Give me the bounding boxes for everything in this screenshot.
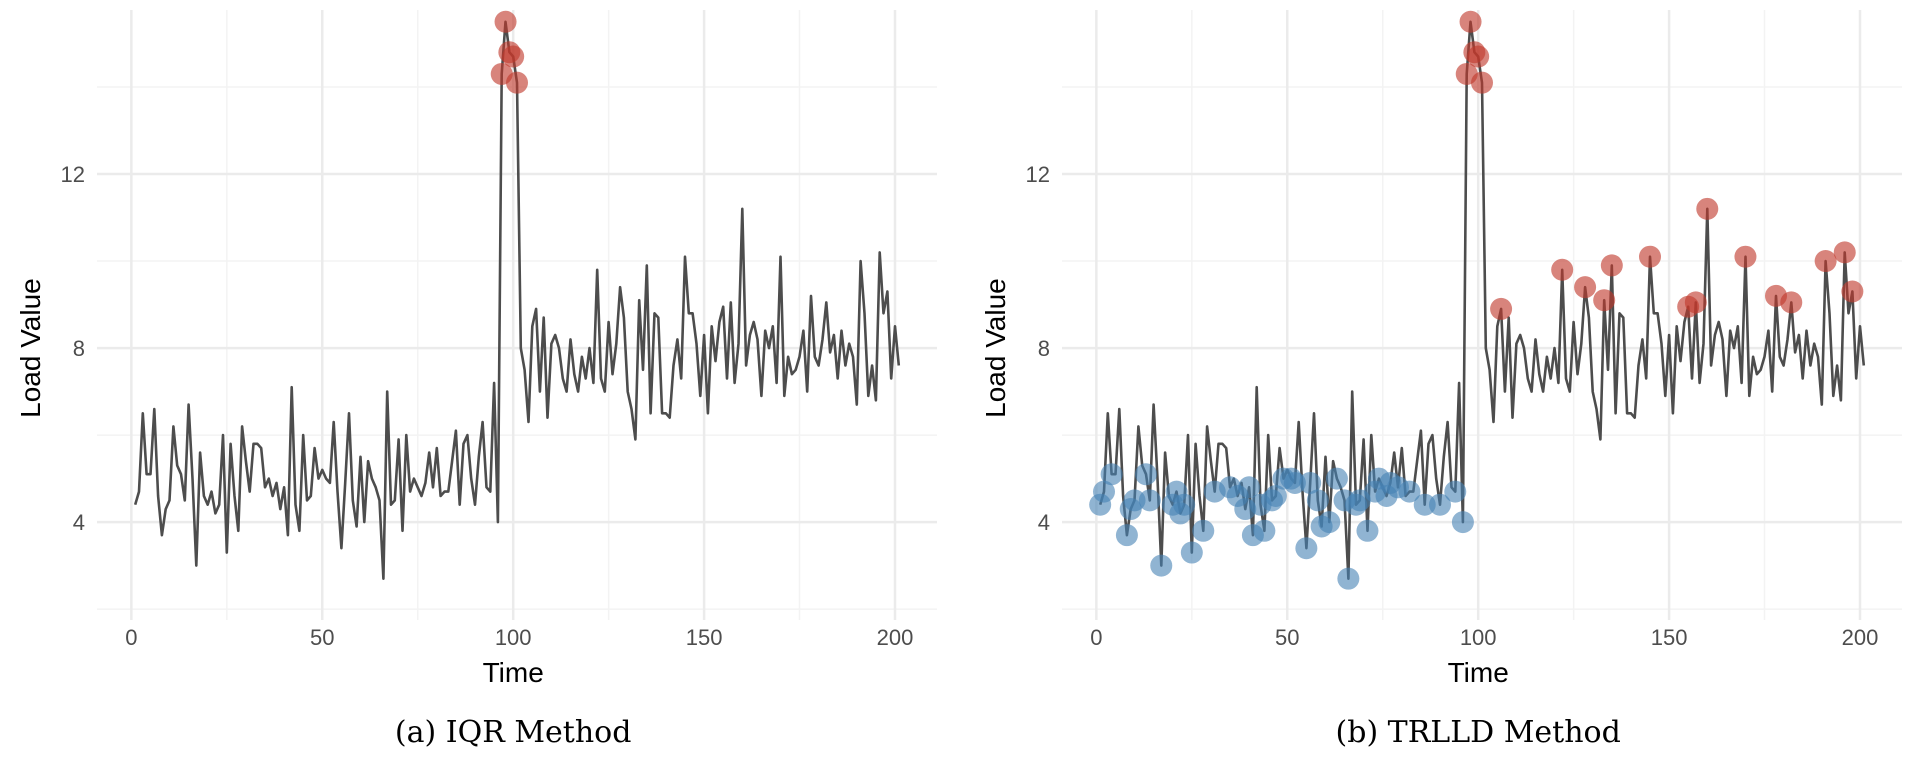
- low-outlier-point: [1100, 463, 1123, 486]
- panel-trlld: 0 50 100 150 200 4 8 12 Time Load Value (b) TRLLD …: [980, 10, 1902, 750]
- low-outlier-point: [1413, 493, 1436, 516]
- low-outlier-point: [1299, 471, 1322, 494]
- high-outlier-point: [1471, 71, 1493, 94]
- low-outlier-point: [1138, 489, 1161, 512]
- low-outlier-point: [1444, 480, 1467, 503]
- high-outlier-point: [1814, 250, 1837, 273]
- high-outlier-point: [1684, 291, 1707, 314]
- y-tick-label: 12: [1026, 162, 1050, 187]
- x-tick-label: 150: [1651, 625, 1688, 650]
- low-outlier-point: [1173, 493, 1196, 516]
- x-tick-label: 0: [125, 625, 137, 650]
- y-tick-label: 8: [73, 336, 85, 361]
- low-outlier-point: [1306, 489, 1329, 512]
- low-outlier-point: [1123, 489, 1146, 512]
- x-tick-label: 0: [1090, 625, 1102, 650]
- y-axis-label: Load Value: [980, 278, 1011, 418]
- low-outlier-point: [1253, 519, 1276, 542]
- high-outlier-point: [1841, 280, 1864, 303]
- high-outlier-point: [1467, 45, 1490, 68]
- x-tick-label: 50: [1275, 625, 1299, 650]
- y-axis-label: Load Value: [15, 278, 46, 418]
- x-tick-label: 100: [1460, 625, 1497, 650]
- high-outlier-point: [1780, 291, 1803, 314]
- high-outlier-point: [1600, 254, 1623, 277]
- low-outlier-point: [1429, 493, 1451, 516]
- low-outlier-point: [1318, 511, 1341, 534]
- high-outlier-point: [1639, 245, 1661, 268]
- high-outlier-point: [1551, 258, 1574, 281]
- x-tick-label: 50: [310, 625, 334, 650]
- high-outlier-point: [1459, 10, 1482, 33]
- high-outlier-point: [1574, 276, 1597, 299]
- panel-iqr: 0 50 100 150 200 4 8 12 Time Load Value (a) IQR Me…: [15, 10, 937, 750]
- x-tick-label: 100: [495, 625, 532, 650]
- low-outlier-point: [1451, 511, 1474, 534]
- high-outlier-point: [1734, 245, 1757, 268]
- high-outlier-point: [1696, 197, 1719, 220]
- low-outlier-point: [1093, 480, 1115, 503]
- low-outlier-point: [1283, 471, 1306, 494]
- low-outlier-point: [1135, 463, 1157, 486]
- low-outlier-point: [1238, 476, 1261, 499]
- low-outlier-point: [1398, 480, 1421, 503]
- load-series-line: [133, 20, 901, 581]
- low-outlier-point: [1325, 467, 1348, 490]
- high-outlier-point: [494, 10, 517, 33]
- x-tick-label: 200: [877, 625, 914, 650]
- low-outlier-point: [1180, 541, 1203, 564]
- x-tick-label: 150: [686, 625, 723, 650]
- y-tick-label: 12: [61, 162, 85, 187]
- low-outlier-point: [1192, 519, 1215, 542]
- high-outlier-point: [502, 45, 525, 68]
- y-tick-label: 8: [1038, 336, 1050, 361]
- low-outlier-point: [1337, 567, 1360, 590]
- low-outlier-point: [1295, 537, 1318, 560]
- x-axis-label: Time: [483, 657, 544, 688]
- y-tick-label: 4: [1038, 510, 1050, 535]
- high-outlier-point: [1833, 241, 1856, 264]
- panel-caption: (a) IQR Method: [395, 715, 632, 750]
- low-outlier-point: [1264, 485, 1287, 507]
- y-tick-label: 4: [73, 510, 85, 535]
- high-outlier-point: [506, 71, 528, 94]
- high-outlier-point: [1490, 297, 1513, 320]
- high-outlier-point: [1593, 289, 1616, 312]
- low-outlier-point: [1356, 519, 1379, 542]
- panel-caption: (b) TRLLD Method: [1336, 715, 1621, 750]
- x-tick-label: 200: [1842, 625, 1879, 650]
- low-outlier-point: [1115, 524, 1138, 547]
- low-outlier-point: [1150, 554, 1173, 577]
- x-axis-label: Time: [1448, 657, 1509, 688]
